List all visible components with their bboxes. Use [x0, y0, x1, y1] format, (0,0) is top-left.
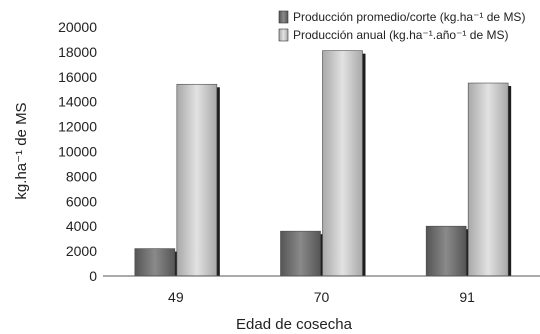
x-tick-label: 91 [459, 289, 475, 305]
y-axis-ticks: 0 2000 4000 6000 8000 10000 12000 14000 16000 180… [58, 19, 97, 284]
x-tick-label: 70 [314, 289, 330, 305]
legend-label-series-2: Producción anual (kg.ha⁻¹.año⁻¹ de MS) [293, 28, 508, 42]
legend-swatch-series-1 [278, 10, 289, 24]
y-tick-label: 14000 [58, 94, 97, 110]
y-tick-label: 6000 [66, 193, 97, 209]
y-tick-label: 2000 [66, 243, 97, 259]
bar-series-2 [176, 83, 218, 277]
legend: Producción promedio/corte (kg.ha⁻¹ de MS… [278, 10, 525, 42]
x-axis-title: Edad de cosecha [236, 316, 353, 333]
x-axis-ticks: 49 70 91 [168, 289, 475, 305]
legend-swatch-series-2 [278, 28, 289, 42]
y-tick-label: 4000 [66, 218, 97, 234]
y-tick-label: 16000 [58, 69, 97, 85]
bar-series-1 [280, 230, 321, 277]
bar-series-2 [322, 50, 363, 277]
x-tick-label: 49 [168, 289, 184, 305]
y-tick-label: 20000 [58, 19, 97, 35]
y-axis-title: kg.ha⁻¹ de MS [13, 102, 30, 199]
y-tick-label: 12000 [58, 119, 97, 135]
bar-series-1 [134, 248, 176, 277]
bars [134, 50, 512, 277]
y-tick-label: 8000 [66, 168, 97, 184]
bar-series-1 [425, 225, 467, 277]
legend-label-series-1: Producción promedio/corte (kg.ha⁻¹ de MS… [293, 10, 525, 24]
bar-series-2 [467, 82, 509, 277]
y-tick-label: 10000 [58, 144, 97, 160]
y-tick-label: 18000 [58, 44, 97, 60]
y-tick-label: 0 [89, 268, 97, 284]
